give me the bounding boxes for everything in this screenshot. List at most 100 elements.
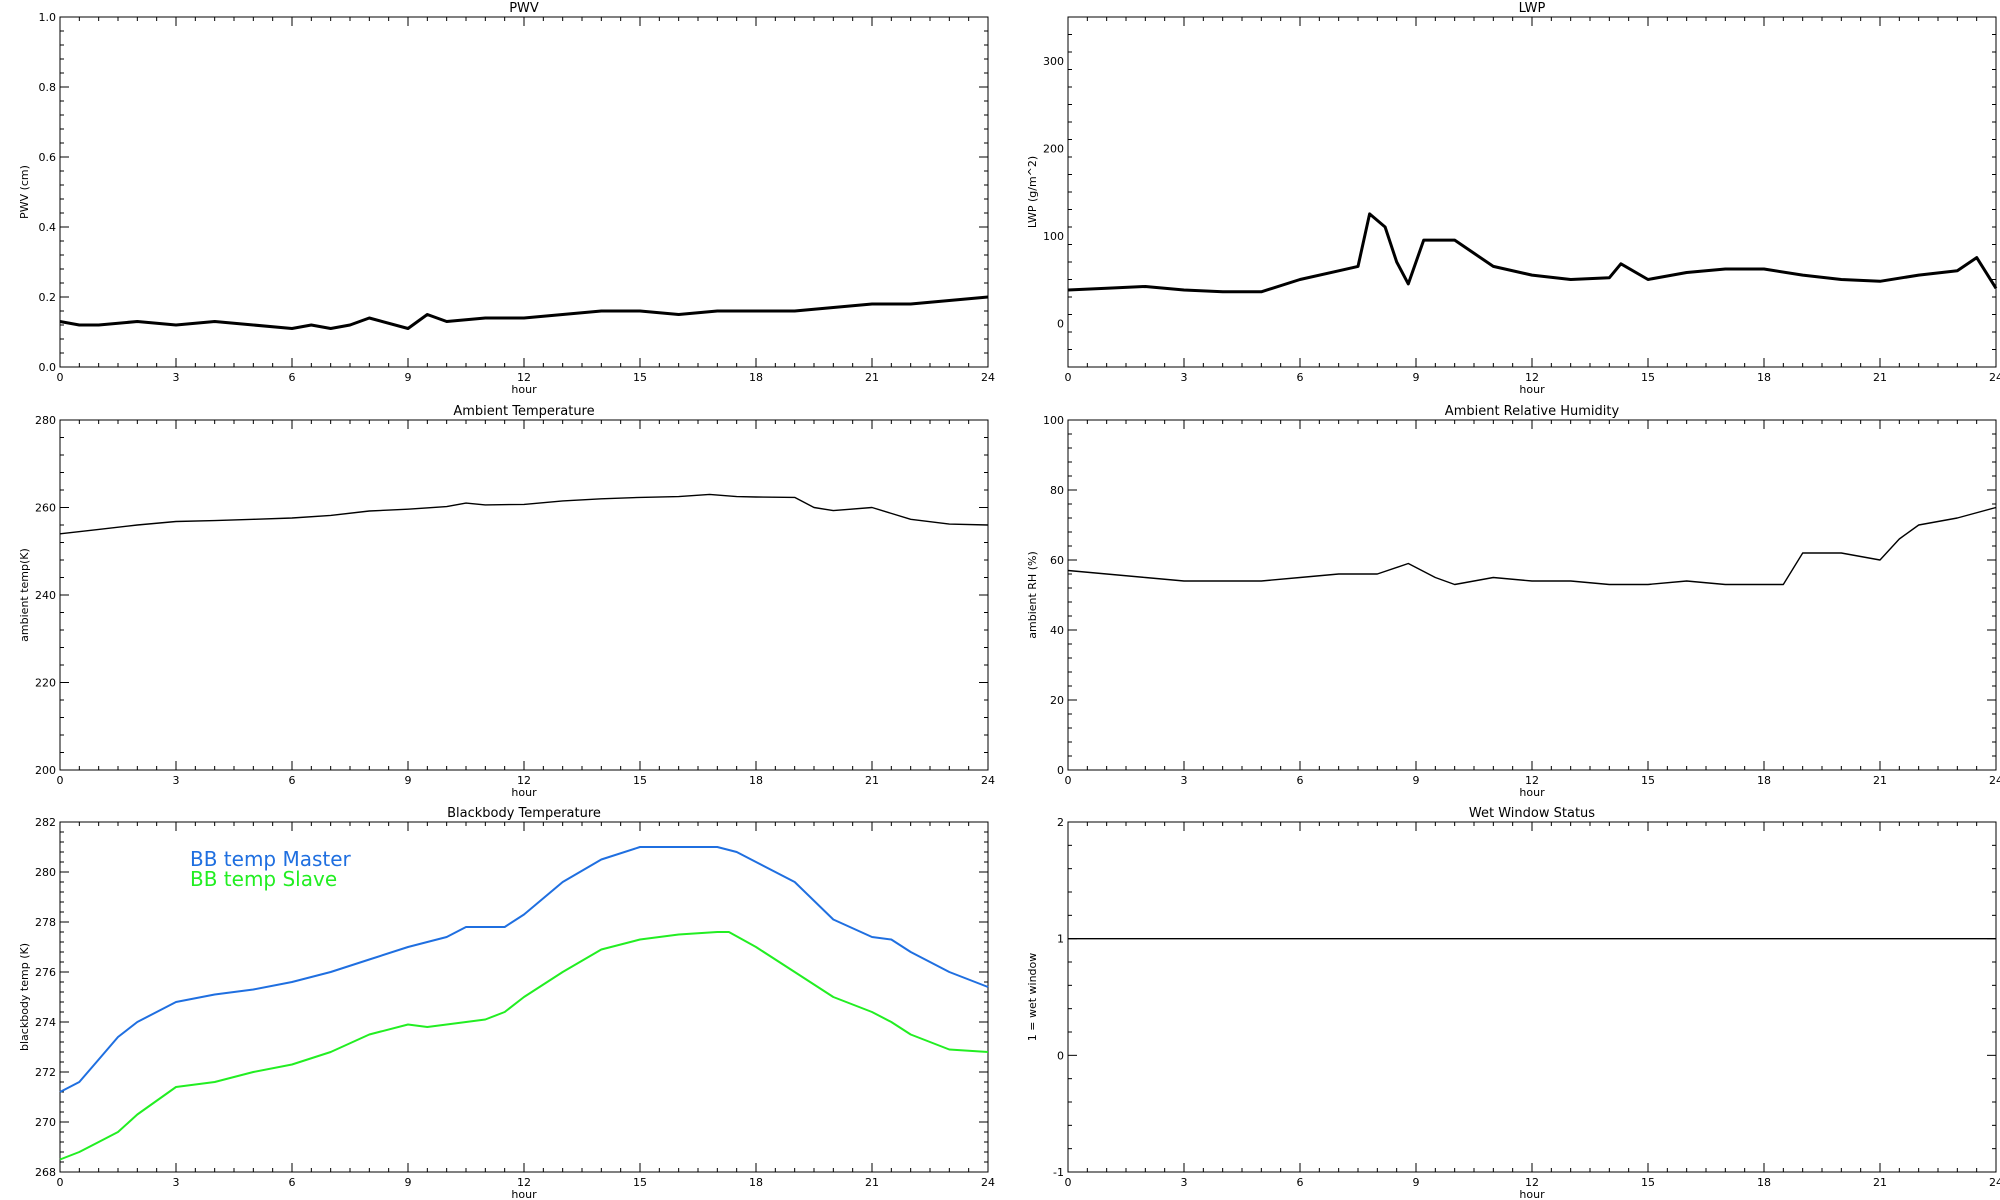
y-tick-label: 0.2 <box>39 291 57 304</box>
y-tick-label: 20 <box>1050 694 1064 707</box>
series-line-ambient-temp <box>59 493 989 535</box>
x-tick-label: 3 <box>1181 1176 1188 1189</box>
y-tick-label: 0 <box>1057 1049 1064 1062</box>
plot-frame <box>1067 419 1997 771</box>
y-tick-label: 260 <box>35 502 56 515</box>
x-tick-label: 6 <box>1297 371 1304 384</box>
x-tick-label: 3 <box>1181 371 1188 384</box>
y-tick-label: 280 <box>35 866 56 879</box>
x-tick-label: 18 <box>1757 774 1771 787</box>
series-line-lwp <box>1067 212 1998 294</box>
x-tick-label: 0 <box>1065 371 1072 384</box>
x-tick-label: 18 <box>749 371 763 384</box>
plot-frame <box>1067 16 1997 368</box>
x-tick-label: 18 <box>749 774 763 787</box>
y-tick-label: 282 <box>35 816 56 829</box>
legend-entry: BB temp Slave <box>190 867 337 891</box>
y-tick-label: 280 <box>35 414 56 427</box>
x-tick-label: 6 <box>1297 1176 1304 1189</box>
x-tick-label: 0 <box>57 774 64 787</box>
y-tick-label: 60 <box>1050 554 1064 567</box>
x-tick-label: 15 <box>633 1176 647 1189</box>
panel-ambient-rh: Ambient Relative Humidity 0 3 6 9 12 15 18 21 24 0… <box>1026 404 2000 799</box>
x-tick-label: 18 <box>1757 1176 1771 1189</box>
y-tick-label: 278 <box>35 916 56 929</box>
x-tick-label: 6 <box>289 774 296 787</box>
y-tick-label: 270 <box>35 1116 56 1129</box>
x-tick-label: 15 <box>1641 774 1655 787</box>
x-tick-label: 21 <box>865 1176 879 1189</box>
series-line-pwv <box>59 295 989 330</box>
x-tick-label: 0 <box>57 371 64 384</box>
x-tick-label: 21 <box>865 371 879 384</box>
series-line-bb-temp-master <box>59 846 989 1093</box>
x-tick-label: 24 <box>981 371 995 384</box>
x-tick-label: 6 <box>289 1176 296 1189</box>
x-tick-label: 9 <box>405 371 412 384</box>
x-axis-label: hour <box>511 1188 537 1200</box>
panel-title: Blackbody Temperature <box>447 806 601 821</box>
y-tick-label: 0 <box>1057 764 1064 777</box>
y-tick-label: 80 <box>1050 484 1064 497</box>
plot-frame <box>59 419 989 771</box>
x-tick-label: 9 <box>405 774 412 787</box>
y-tick-label: 2 <box>1057 816 1064 829</box>
x-tick-label: 24 <box>981 774 995 787</box>
plot-frame <box>59 16 989 368</box>
panel-bb-temp: Blackbody Temperature 0 3 6 9 12 15 18 21 24 268 27… <box>18 806 995 1200</box>
y-axis-label: ambient RH (%) <box>1026 551 1039 639</box>
panel-lwp: LWP 0 3 6 9 12 15 18 21 24 0 100 200 300 hour LWP (g/m^… <box>1026 1 2000 396</box>
y-axis-label: ambient temp(K) <box>18 548 31 642</box>
x-axis-label: hour <box>1519 383 1545 396</box>
x-tick-label: 18 <box>749 1176 763 1189</box>
x-tick-label: 21 <box>1873 1176 1887 1189</box>
x-tick-label: 12 <box>517 1176 531 1189</box>
x-axis-label: hour <box>1519 1188 1545 1200</box>
x-tick-label: 21 <box>1873 774 1887 787</box>
x-tick-label: 15 <box>633 774 647 787</box>
y-tick-label: 100 <box>1043 414 1064 427</box>
y-tick-label: 1 <box>1057 933 1064 946</box>
x-tick-label: 24 <box>1989 1176 2000 1189</box>
x-tick-label: 3 <box>173 774 180 787</box>
x-tick-label: 0 <box>1065 1176 1072 1189</box>
x-tick-label: 15 <box>1641 1176 1655 1189</box>
y-tick-label: 100 <box>1043 230 1064 243</box>
y-tick-label: 1.0 <box>39 11 57 24</box>
x-tick-label: 9 <box>405 1176 412 1189</box>
x-tick-label: 9 <box>1413 1176 1420 1189</box>
y-tick-label: -1 <box>1053 1166 1064 1179</box>
panel-title: LWP <box>1519 1 1546 16</box>
x-tick-label: 12 <box>1525 774 1539 787</box>
y-tick-label: 276 <box>35 966 56 979</box>
x-tick-label: 0 <box>57 1176 64 1189</box>
y-tick-label: 272 <box>35 1066 56 1079</box>
x-axis-label: hour <box>511 786 537 799</box>
y-tick-label: 0.8 <box>39 81 57 94</box>
y-tick-label: 300 <box>1043 55 1064 68</box>
x-tick-label: 24 <box>981 1176 995 1189</box>
y-tick-label: 0.4 <box>39 221 57 234</box>
x-tick-label: 24 <box>1989 774 2000 787</box>
y-axis-label: blackbody temp (K) <box>18 943 31 1051</box>
x-tick-label: 24 <box>1989 371 2000 384</box>
y-axis-label: 1 = wet window <box>1026 953 1039 1042</box>
y-tick-label: 220 <box>35 677 56 690</box>
y-axis-label: LWP (g/m^2) <box>1026 156 1039 228</box>
y-tick-label: 200 <box>35 764 56 777</box>
panel-ambient-temp: Ambient Temperature 0 3 6 9 12 15 18 21 24 200 220 2… <box>18 404 995 799</box>
y-tick-label: 0 <box>1057 317 1064 330</box>
x-tick-label: 21 <box>865 774 879 787</box>
x-tick-label: 12 <box>1525 371 1539 384</box>
y-axis-label: PWV (cm) <box>18 165 31 219</box>
series-line-ambient-rh <box>1067 506 1997 586</box>
y-tick-label: 240 <box>35 589 56 602</box>
x-tick-label: 12 <box>1525 1176 1539 1189</box>
x-tick-label: 9 <box>1413 774 1420 787</box>
x-tick-label: 3 <box>1181 774 1188 787</box>
x-tick-label: 12 <box>517 371 531 384</box>
y-tick-label: 200 <box>1043 142 1064 155</box>
x-tick-label: 15 <box>633 371 647 384</box>
